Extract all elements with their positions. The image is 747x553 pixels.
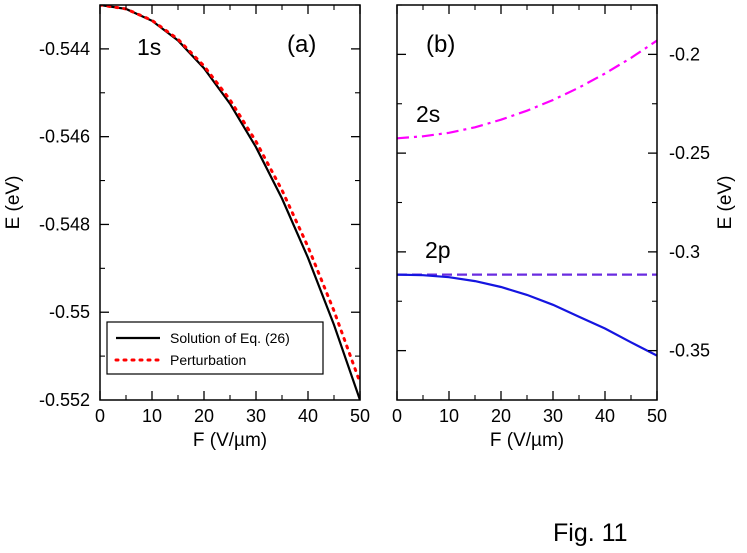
plot-frame: [396, 4, 658, 401]
legend-box: [106, 321, 324, 375]
series-line-2p-solid: [397, 273, 657, 357]
x-tick-label: 20: [491, 406, 511, 426]
series-line-perturbation: [100, 5, 360, 384]
x-tick-label: 50: [647, 406, 667, 426]
series-line-solution-of-eq-26-: [100, 5, 360, 400]
x-axis-title: F (V/µm): [490, 430, 564, 451]
x-tick-label: 10: [142, 406, 162, 426]
figure-caption: Fig. 11: [553, 519, 628, 547]
x-tick-label: 0: [392, 406, 402, 426]
y-axis-title-right: E (eV): [715, 176, 736, 230]
series-line-2s: [397, 39, 657, 140]
x-tick-label: 40: [298, 406, 318, 426]
x-tick-label: 10: [439, 406, 459, 426]
curve-label-2p: 2p: [425, 237, 451, 263]
y-tick-label: -0.544: [39, 39, 90, 59]
curve-label-1s: 1s: [137, 34, 161, 60]
legend-entry-label: Solution of Eq. (26): [170, 330, 290, 346]
y-tick-label: -0.548: [39, 214, 90, 234]
x-tick-label: 0: [95, 406, 105, 426]
y-tick-label: -0.25: [669, 143, 710, 163]
y-axis-title: E (eV): [3, 176, 24, 230]
curve-label-2s: 2s: [416, 101, 440, 127]
x-tick-label: 30: [246, 406, 266, 426]
legend-entry-label: Perturbation: [170, 352, 246, 368]
legend: Solution of Eq. (26) Perturbation: [106, 321, 324, 375]
panel-a: 0 10 20 30 40 50 -0.552 -0.55 -0.548 -0.546 -0.544…: [3, 4, 370, 451]
x-tick-label: 20: [194, 406, 214, 426]
x-axis-title: F (V/µm): [193, 430, 267, 451]
x-tick-label: 50: [350, 406, 370, 426]
x-tick-label: 30: [543, 406, 563, 426]
y-tick-label: -0.546: [39, 127, 90, 147]
y-tick-label: -0.2: [669, 44, 700, 64]
x-tick-label: 40: [595, 406, 615, 426]
panel-label: (b): [426, 31, 455, 58]
panel-label: (a): [287, 31, 316, 58]
panel-b: 0 10 20 30 40 50 -0.35 -0.3 -0.25 -0.2 F (V/µm) E (…: [392, 4, 736, 451]
y-tick-label: -0.552: [39, 390, 90, 410]
y-tick-label: -0.55: [49, 302, 90, 322]
y-tick-label: -0.3: [669, 242, 700, 262]
y-tick-label: -0.35: [669, 341, 710, 361]
